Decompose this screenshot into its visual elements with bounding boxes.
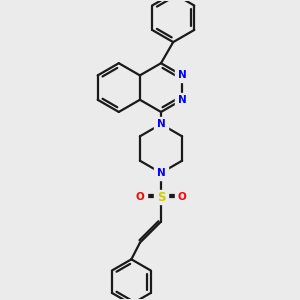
Text: N: N [178, 95, 187, 105]
Text: O: O [177, 192, 186, 202]
Text: N: N [178, 70, 187, 80]
Text: S: S [157, 191, 165, 204]
Text: N: N [157, 168, 165, 178]
Text: O: O [136, 192, 145, 202]
Text: N: N [157, 119, 165, 129]
